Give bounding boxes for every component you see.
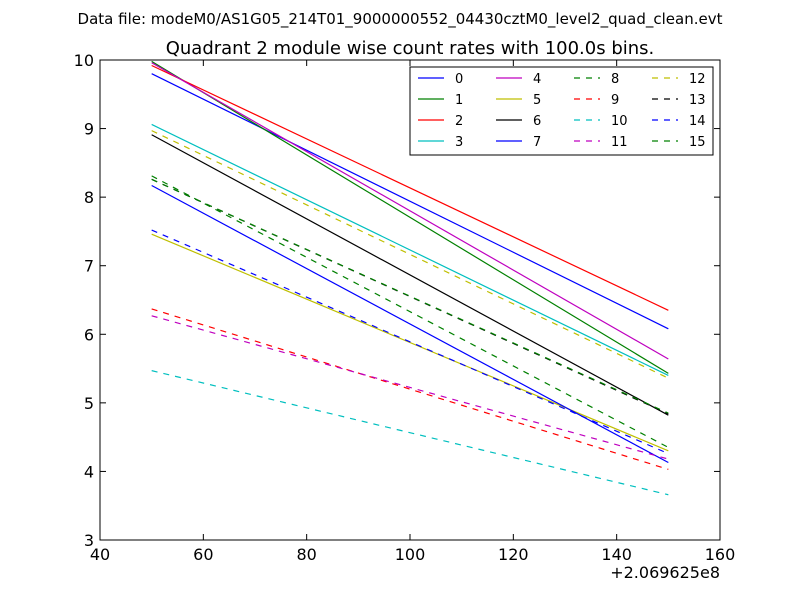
series-line-4 bbox=[151, 62, 669, 360]
series-line-11 bbox=[151, 315, 669, 460]
x-tick-label: 80 bbox=[296, 545, 316, 564]
y-tick-label: 8 bbox=[84, 188, 94, 207]
legend-label-3: 3 bbox=[455, 135, 463, 150]
legend-label-15: 15 bbox=[689, 135, 706, 150]
series-line-12 bbox=[151, 130, 669, 379]
series-line-8 bbox=[151, 175, 669, 448]
legend-label-11: 11 bbox=[611, 135, 628, 150]
legend-label-1: 1 bbox=[455, 93, 463, 108]
series-layer bbox=[151, 60, 669, 496]
series-line-2 bbox=[151, 64, 669, 311]
series-line-0 bbox=[151, 73, 669, 330]
series-line-9 bbox=[151, 308, 669, 470]
figure-suptitle: Data file: modeM0/AS1G05_214T01_90000005… bbox=[78, 10, 723, 29]
y-tick-label: 5 bbox=[84, 394, 94, 413]
series-line-1 bbox=[151, 60, 669, 374]
x-tick-label: 60 bbox=[193, 545, 213, 564]
legend-label-7: 7 bbox=[533, 135, 541, 150]
legend-label-13: 13 bbox=[689, 93, 706, 108]
x-tick-label: 160 bbox=[705, 545, 736, 564]
legend-label-2: 2 bbox=[455, 114, 463, 129]
legend-label-9: 9 bbox=[611, 93, 619, 108]
series-line-10 bbox=[151, 370, 669, 496]
y-tick-label: 6 bbox=[84, 325, 94, 344]
series-line-6 bbox=[151, 134, 669, 416]
legend-label-12: 12 bbox=[689, 72, 706, 87]
series-line-15 bbox=[151, 178, 669, 414]
chart-title: Quadrant 2 module wise count rates with … bbox=[166, 38, 655, 59]
legend-box bbox=[409, 66, 714, 156]
legend-label-14: 14 bbox=[689, 114, 706, 129]
x-tick-label: 100 bbox=[395, 545, 426, 564]
x-offset-label: +2.069625e8 bbox=[610, 563, 720, 582]
series-line-5 bbox=[151, 233, 669, 452]
y-tick-label: 10 bbox=[74, 51, 94, 70]
series-line-14 bbox=[151, 229, 669, 455]
series-line-7 bbox=[151, 184, 669, 464]
y-tick-label: 3 bbox=[84, 531, 94, 550]
legend-label-0: 0 bbox=[455, 72, 463, 87]
series-line-3 bbox=[151, 123, 669, 376]
legend-label-6: 6 bbox=[533, 114, 541, 129]
y-tick-label: 9 bbox=[84, 120, 94, 139]
x-axis: 40 60 80 100 120 140 160 bbox=[90, 60, 735, 564]
legend-label-10: 10 bbox=[611, 114, 628, 129]
x-tick-label: 120 bbox=[498, 545, 529, 564]
x-tick-label: 140 bbox=[601, 545, 632, 564]
legend-label-5: 5 bbox=[533, 93, 541, 108]
legend-label-8: 8 bbox=[611, 72, 619, 87]
legend-label-4: 4 bbox=[533, 72, 541, 87]
y-tick-label: 7 bbox=[84, 257, 94, 276]
y-tick-label: 4 bbox=[84, 462, 94, 481]
x-tick-label: 40 bbox=[90, 545, 110, 564]
